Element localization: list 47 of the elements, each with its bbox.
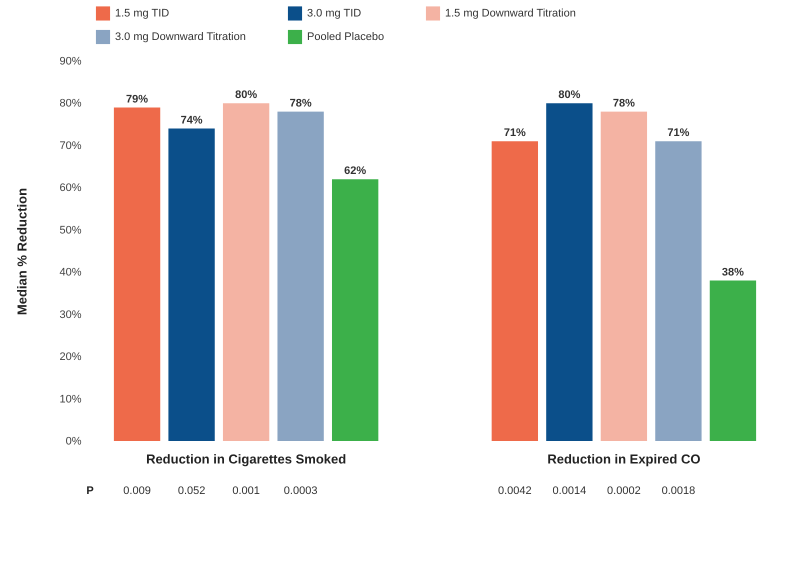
text: 0.009 bbox=[123, 485, 151, 497]
text: P bbox=[86, 485, 94, 497]
bar bbox=[277, 112, 324, 441]
data-label: 79% bbox=[126, 93, 148, 106]
data-label: 71% bbox=[667, 127, 690, 140]
text: 0.001 bbox=[232, 485, 260, 497]
bar bbox=[655, 141, 702, 441]
y-tick-label: 90% bbox=[59, 56, 82, 68]
data-label: 80% bbox=[235, 89, 258, 102]
data-label: 38% bbox=[722, 266, 744, 279]
bar bbox=[710, 280, 756, 441]
y-tick-label: 20% bbox=[59, 351, 82, 364]
bar bbox=[546, 103, 593, 441]
y-tick-label: 80% bbox=[59, 98, 82, 110]
x-tick-label: Reduction in Expired CO bbox=[547, 452, 700, 466]
y-tick-label: 50% bbox=[59, 224, 82, 236]
bar bbox=[168, 128, 215, 441]
data-label: 80% bbox=[558, 89, 581, 102]
y-tick-label: 70% bbox=[59, 140, 82, 152]
y-tick-label: 10% bbox=[59, 393, 82, 406]
y-tick-label: 60% bbox=[59, 182, 82, 194]
text: 0.052 bbox=[178, 485, 206, 497]
data-label: 74% bbox=[180, 114, 203, 127]
data-label: 71% bbox=[504, 127, 526, 140]
data-label: 78% bbox=[290, 98, 312, 110]
text: 0.0003 bbox=[284, 485, 318, 497]
bar bbox=[600, 112, 648, 441]
y-tick-label: 40% bbox=[59, 266, 82, 279]
data-label: 62% bbox=[344, 165, 366, 178]
legend-label: 3.0 mg TID bbox=[307, 7, 362, 20]
bar bbox=[114, 107, 160, 441]
bar bbox=[492, 141, 538, 441]
data-label: 78% bbox=[612, 98, 636, 110]
bar bbox=[332, 179, 378, 441]
text: 0.0014 bbox=[552, 485, 586, 497]
legend-label: 1.5 mg TID bbox=[115, 7, 170, 20]
y-tick-label: 0% bbox=[66, 436, 82, 448]
text: 0.0042 bbox=[498, 485, 532, 497]
x-tick-label: Reduction in Cigarettes Smoked bbox=[146, 452, 346, 466]
legend-label: 3.0 mg Downward Titration bbox=[115, 31, 246, 43]
y-axis-title: Median % Reduction bbox=[14, 188, 30, 316]
legend-label: Pooled Placebo bbox=[307, 31, 384, 43]
legend-label: 1.5 mg Downward Titration bbox=[445, 7, 576, 20]
bar bbox=[222, 103, 270, 441]
y-tick-label: 30% bbox=[59, 308, 82, 321]
text: 0.0018 bbox=[662, 485, 696, 497]
text: 0.0002 bbox=[607, 485, 641, 497]
